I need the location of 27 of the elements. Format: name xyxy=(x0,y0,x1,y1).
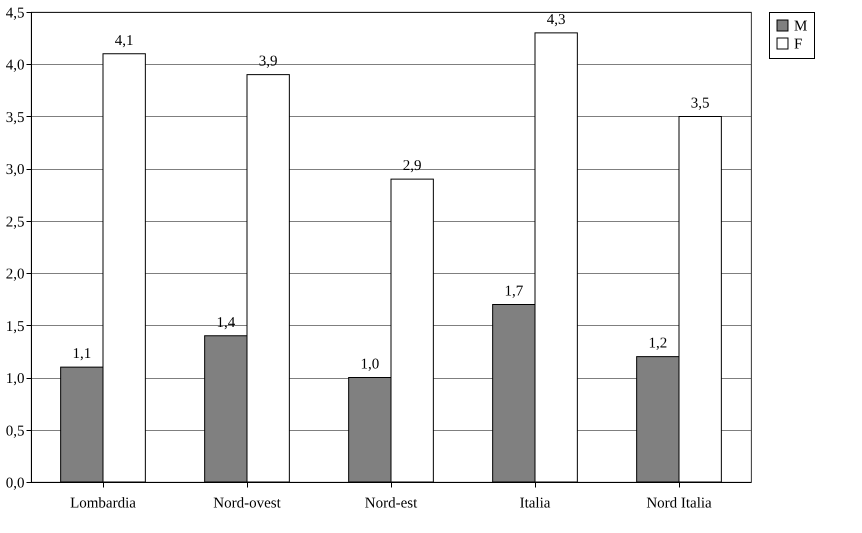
data-label: 2,9 xyxy=(402,158,422,174)
legend-label: M xyxy=(794,18,808,34)
data-label: 1,2 xyxy=(648,336,668,352)
data-label: 3,9 xyxy=(258,54,278,70)
y-tick-label: 4,5 xyxy=(6,6,24,22)
data-label: 4,1 xyxy=(114,32,134,49)
x-tick-label: Nord-ovest xyxy=(213,496,282,512)
y-tick-label: 1,0 xyxy=(6,371,24,388)
data-label: 1,7 xyxy=(504,283,524,300)
data-label: 1,1 xyxy=(72,346,92,362)
data-label: 1,4 xyxy=(216,314,236,331)
x-tick-label: Nord Italia xyxy=(646,496,712,512)
y-tick-label: 0,5 xyxy=(6,423,24,440)
data-label: 4,3 xyxy=(546,12,566,28)
x-tick-label: Nord-est xyxy=(364,496,418,512)
y-tick-label: 4,0 xyxy=(6,58,24,74)
y-tick-label: 1,5 xyxy=(6,318,24,335)
x-tick-label: Lombardia xyxy=(70,496,136,512)
y-tick-label: 2,0 xyxy=(6,266,24,283)
data-label: 1,0 xyxy=(360,356,380,373)
y-tick-label: 0,0 xyxy=(6,476,24,492)
data-label: 3,5 xyxy=(690,95,710,112)
y-tick-label: 3,5 xyxy=(6,110,24,126)
x-tick-label: Italia xyxy=(520,496,551,512)
y-tick-label: 2,5 xyxy=(6,214,24,230)
y-tick-label: 3,0 xyxy=(6,162,24,178)
legend-label: F xyxy=(794,36,802,52)
